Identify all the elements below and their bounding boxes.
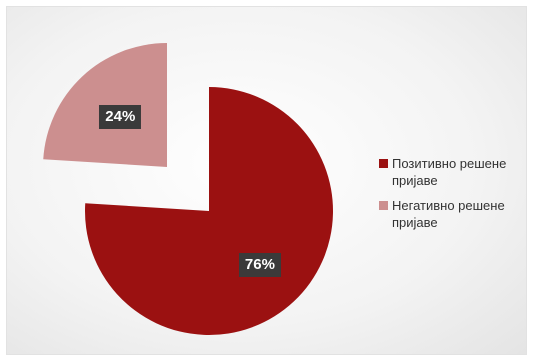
legend-label-positive: Позитивно решене пријаве — [392, 156, 507, 188]
pie-slice-negative — [43, 43, 167, 167]
data-label-positive: 76% — [238, 253, 281, 278]
legend-swatch-positive — [379, 159, 388, 168]
chart-area: 76% 24% Позитивно решене пријаве Негатив… — [6, 6, 527, 355]
legend-item-negative: Негативно решене пријаве — [379, 197, 533, 231]
legend-item-positive: Позитивно решене пријаве — [379, 155, 533, 189]
data-label-negative: 24% — [99, 105, 142, 130]
legend-swatch-negative — [379, 201, 388, 210]
legend-label-negative: Негативно решене пријаве — [392, 198, 505, 230]
legend: Позитивно решене пријаве Негативно решен… — [379, 155, 533, 239]
